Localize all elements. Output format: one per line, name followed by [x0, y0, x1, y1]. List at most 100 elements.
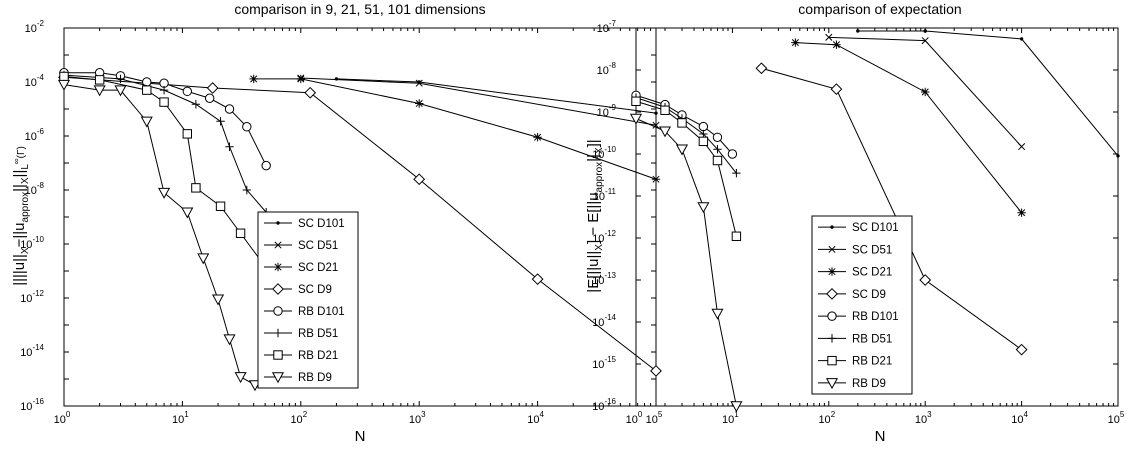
left-legend-label-sc-d21: SC D21	[298, 262, 338, 274]
left-marker-rb-d21	[159, 97, 169, 107]
left-series-rb-d9	[57, 79, 262, 392]
left-marker-rb-d21	[215, 201, 226, 211]
left-marker-rb-d9	[234, 372, 247, 384]
left-legend-marker-sc-d9	[272, 283, 284, 295]
right-series-sc-d21	[791, 38, 1026, 217]
left-x-tick-label: 104	[527, 410, 544, 426]
right-legend-label-sc-d51: SC D51	[852, 244, 892, 256]
right-series-line-rb-d9	[635, 118, 737, 407]
right-series-rb-d51	[631, 93, 741, 178]
left-y-tick-label: 10-12	[20, 289, 44, 305]
left-marker-sc-d101	[654, 111, 658, 115]
right-marker-sc-d9	[1015, 343, 1028, 356]
left-y-tick-label: 10-16	[20, 397, 44, 413]
right-plot-frame	[635, 27, 1119, 407]
left-legend-marker-rb-d21	[273, 350, 283, 360]
left-marker-sc-d21	[415, 99, 424, 108]
left-x-tick-label: 100	[54, 410, 71, 426]
left-legend-marker-rb-d9	[271, 372, 285, 384]
right-marker-rb-d9	[629, 113, 643, 125]
left-marker-rb-d9	[57, 79, 71, 91]
right-marker-sc-d101	[923, 29, 927, 33]
right-marker-rb-d21	[631, 96, 641, 106]
right-marker-rb-d9	[697, 202, 710, 214]
right-series-line-sc-d101	[857, 30, 1119, 157]
right-legend-marker-rb-d21	[827, 355, 837, 366]
right-legend-label-sc-d21: SC D21	[852, 267, 892, 279]
left-legend-label-rb-d51: RB D51	[298, 328, 338, 340]
right-marker-sc-d101	[856, 29, 860, 33]
left-marker-sc-d51	[415, 79, 423, 87]
left-legend-label-rb-d21: RB D21	[298, 350, 338, 362]
left-marker-rb-d101	[204, 93, 215, 103]
left-plot-frame	[63, 27, 657, 407]
right-marker-sc-d21	[921, 87, 930, 97]
right-marker-rb-d101	[727, 149, 738, 159]
right-marker-rb-d51	[713, 145, 722, 154]
right-legend-marker-sc-d21	[827, 267, 837, 276]
left-x-axis-label: N	[355, 428, 366, 445]
left-marker-sc-d21	[296, 74, 305, 84]
left-marker-rb-d21	[142, 85, 152, 95]
right-legend-marker-rb-d51	[827, 334, 837, 343]
left-x-tick-label: 103	[409, 410, 426, 426]
left-marker-sc-d9	[650, 364, 662, 377]
right-y-tick-label: 10-16	[592, 397, 616, 413]
right-marker-sc-d9	[755, 62, 768, 75]
left-y-tick-label: 10-2	[25, 19, 45, 35]
right-x-axis-label: N	[875, 428, 886, 445]
right-x-tick-label: 103	[915, 410, 932, 426]
left-marker-sc-d9	[206, 82, 219, 94]
right-legend-label-sc-d101: SC D101	[852, 222, 899, 234]
left-chart-title: comparison in 9, 21, 51, 101 dimensions	[234, 1, 485, 17]
right-series-line-sc-d9	[761, 67, 1022, 351]
right-y-axis-label: |E[||u||X] − E[||uapprox||X]|	[585, 139, 605, 292]
right-marker-rb-d9	[730, 401, 743, 413]
left-series-sc-d9	[58, 71, 662, 377]
left-marker-sc-d9	[413, 173, 426, 186]
left-marker-rb-d9	[223, 334, 236, 346]
left-legend-marker-sc-d21	[273, 262, 283, 272]
right-marker-sc-d51	[1018, 143, 1026, 151]
right-series-line-rb-d21	[635, 100, 737, 237]
right-chart: comparison of expectation 100 101 102 103 10…	[585, 1, 1125, 445]
right-legend-marker-sc-d101	[830, 225, 834, 229]
left-legend-marker-rb-d101	[273, 306, 283, 316]
right-series-group	[629, 29, 1120, 413]
right-series-rb-d9	[629, 113, 743, 413]
right-legend-marker-sc-d51	[828, 245, 836, 253]
right-marker-rb-d21	[731, 231, 742, 241]
right-legend-marker-rb-d101	[827, 311, 837, 321]
left-marker-rb-d21	[191, 183, 201, 193]
right-marker-rb-d101	[698, 121, 709, 132]
right-y-tick-label: 10-15	[592, 355, 616, 371]
left-marker-rb-d9	[181, 207, 194, 219]
right-marker-sc-d101	[1116, 154, 1120, 158]
right-x-tick-label: 104	[1011, 410, 1028, 426]
left-marker-rb-d21	[182, 129, 193, 139]
left-marker-rb-d101	[182, 86, 193, 97]
left-marker-rb-d101	[242, 122, 252, 132]
left-series-line-sc-d9	[63, 76, 657, 372]
right-marker-sc-d9	[830, 83, 843, 96]
right-series-line-rb-d51	[635, 97, 737, 174]
left-marker-rb-d51	[159, 85, 169, 95]
right-marker-rb-d51	[732, 168, 741, 178]
right-legend-marker-rb-d9	[825, 378, 839, 390]
left-legend-marker-sc-d51	[274, 241, 282, 249]
left-marker-sc-d9	[304, 86, 317, 99]
left-marker-rb-d21	[235, 228, 246, 238]
right-legend-label-rb-d21: RB D21	[852, 356, 892, 368]
left-series-group	[57, 68, 662, 392]
right-legend-label-rb-d9: RB D9	[852, 378, 886, 390]
left-series-line-rb-d101	[64, 72, 267, 166]
right-marker-sc-d9	[919, 274, 932, 286]
left-marker-rb-d21	[94, 75, 105, 85]
right-y-tick-label: 10-8	[597, 61, 617, 77]
left-marker-rb-d9	[93, 85, 106, 97]
right-marker-sc-d101	[1019, 37, 1024, 41]
left-legend-label-sc-d101: SC D101	[298, 218, 345, 230]
left-legend-marker-sc-d101	[276, 221, 280, 225]
